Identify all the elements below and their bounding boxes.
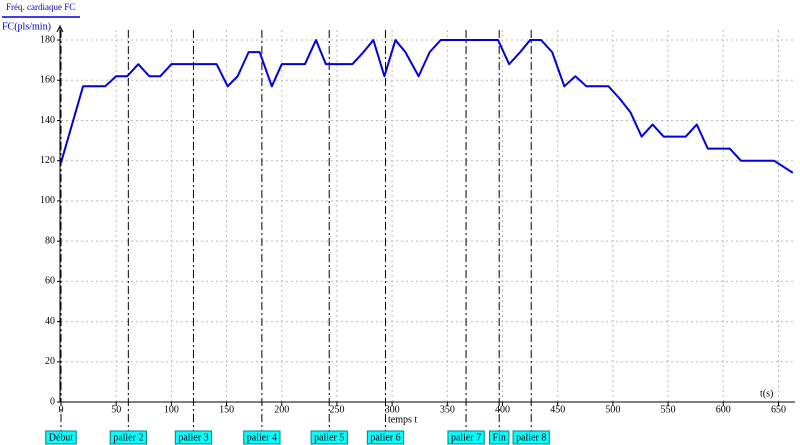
y-tick-label: 100 [40,195,55,206]
x-tick-label: 500 [605,404,620,415]
y-tick-label: 140 [40,115,55,126]
x-tick-label: 450 [550,404,565,415]
y-tick-label: 80 [45,235,55,246]
event-box [366,430,405,445]
event-label: Fin [493,432,506,443]
event-label: Début [49,432,74,443]
x-tick-label: 600 [716,404,731,415]
event-box [447,430,485,445]
y-tick-label: 180 [40,34,55,45]
y-tick-label: 120 [40,155,55,166]
x-tick-label: 650 [771,404,786,415]
x-axis-label: t(s) [760,388,773,399]
event-label: palier 3 [178,432,208,443]
x-tick-label: 550 [661,404,676,415]
y-tick-label: 160 [40,75,55,86]
y-axis-arrow [56,24,64,33]
event-box [512,430,550,445]
legend-label: Fréq. cardiaque FC [6,2,75,12]
x-tick-label: 50 [111,404,121,415]
y-axis-label: FC(pls/min) [2,21,51,32]
event-label: palier 2 [113,432,143,443]
event-box [243,430,281,445]
x-tick-label: 150 [219,404,234,415]
series-line [60,39,794,174]
y-tick-label: 0 [50,396,55,407]
x-tick-label: 400 [495,404,510,415]
x-tick-label: 350 [440,404,455,415]
x-tick-label: 100 [164,404,179,415]
y-tick-label: 60 [45,276,55,287]
event-label: palier 6 [370,432,400,443]
x-tick-label: 200 [274,404,289,415]
event-box [45,430,77,445]
event-box [109,430,147,445]
y-tick-label: 20 [45,356,55,367]
annotation: temps t [388,414,417,425]
event-label: palier 8 [516,432,546,443]
event-box [310,430,348,445]
event-label: palier 4 [247,432,277,443]
event-box [489,430,510,445]
y-tick-label: 40 [45,316,55,327]
event-box [174,430,213,445]
event-label: palier 7 [451,432,481,443]
event-label: palier 5 [314,432,344,443]
x-tick-label: 300 [385,404,400,415]
x-tick-label: 250 [329,404,344,415]
